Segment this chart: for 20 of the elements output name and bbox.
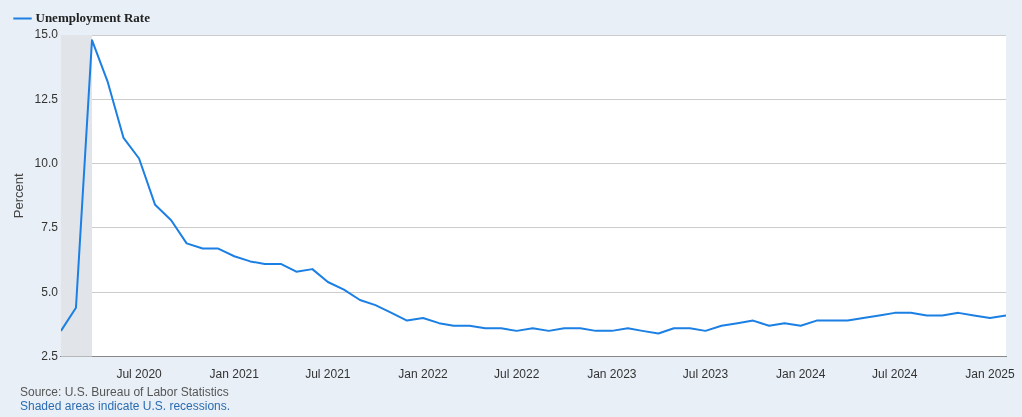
x-tick-label: Jul 2022 [493, 367, 540, 382]
x-tick-label: Jan 2021 [209, 367, 260, 382]
x-tick-label: Jan 2025 [965, 367, 1015, 382]
y-tick-label: 7.5 [41, 220, 59, 235]
legend-label: Unemployment Rate [35, 9, 151, 25]
text: Shaded areas indicate U.S. recessions. [20, 399, 231, 413]
source-note: Source: U.S. Bureau of Labor Statistics [20, 385, 230, 399]
x-tick-label: Jul 2021 [305, 367, 351, 382]
y-tick-label: 12.5 [34, 91, 59, 106]
y-tick-label: 10.0 [34, 155, 59, 170]
x-tick-label: Jul 2020 [116, 367, 163, 382]
x-tick-label: Jan 2024 [775, 367, 826, 382]
x-tick-label: Jan 2023 [587, 367, 637, 382]
y-axis-title: Percent [11, 173, 27, 219]
x-tick-label: Jul 2024 [872, 367, 918, 382]
y-tick-label: 2.5 [41, 348, 59, 363]
y-tick-label: 15.0 [34, 27, 59, 42]
y-tick-label: 5.0 [41, 284, 59, 299]
x-tick-label: Jul 2023 [682, 367, 729, 382]
x-tick-label: Jan 2022 [398, 367, 449, 382]
